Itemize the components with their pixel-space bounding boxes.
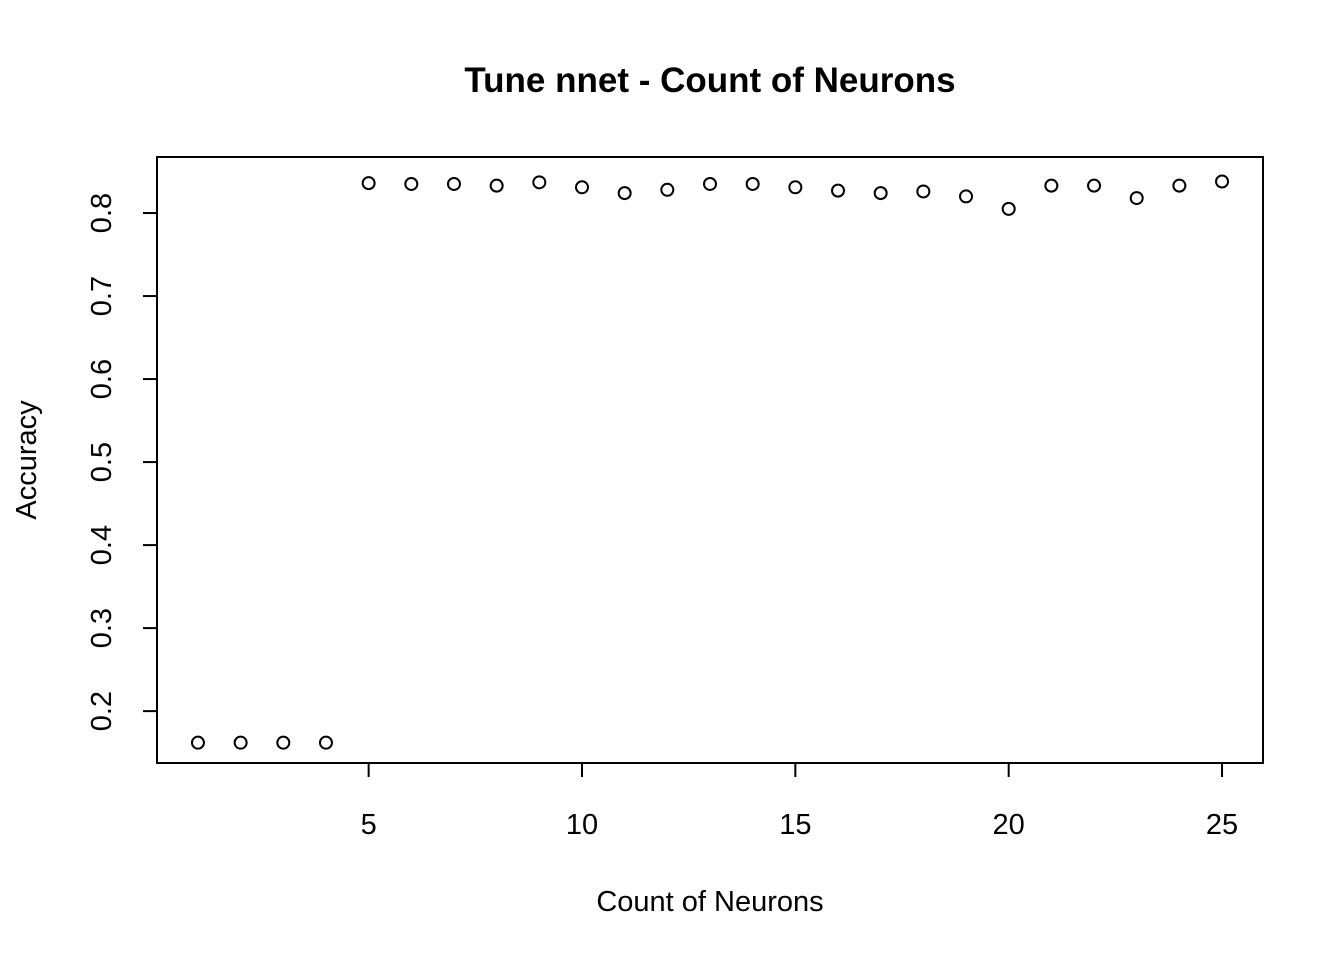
- plot-frame: [156, 156, 1264, 764]
- y-tick-label: 0.2: [86, 691, 118, 731]
- data-point: [1001, 201, 1016, 216]
- x-axis: 5 10 15 20 25: [361, 762, 1238, 841]
- y-tick-label: 0.4: [86, 525, 118, 565]
- data-point: [1215, 174, 1230, 189]
- data-point: [660, 182, 675, 197]
- x-tick-label: 5: [361, 809, 377, 841]
- data-point: [873, 186, 888, 201]
- y-tick-label: 0.7: [86, 276, 118, 316]
- data-point: [1087, 178, 1102, 193]
- data-point: [745, 176, 760, 191]
- y-tick-label: 0.3: [86, 608, 118, 648]
- data-point: [276, 735, 291, 750]
- data-point: [404, 176, 419, 191]
- x-tick-label: 15: [779, 809, 811, 841]
- x-tick-label: 10: [566, 809, 598, 841]
- y-axis-label: Accuracy: [11, 400, 43, 520]
- data-point: [446, 176, 461, 191]
- data-point: [703, 176, 717, 191]
- chart-title: Tune nnet - Count of Neurons: [464, 61, 955, 100]
- data-point: [788, 180, 803, 195]
- data-point: [574, 180, 589, 195]
- x-tick-label: 25: [1206, 809, 1238, 841]
- data-point: [489, 178, 504, 193]
- x-tick-label: 20: [993, 809, 1025, 841]
- x-axis-label: Count of Neurons: [596, 886, 823, 918]
- data-point: [916, 184, 931, 199]
- y-tick-label: 0.6: [86, 359, 118, 399]
- data-point: [831, 183, 846, 198]
- data-point: [1044, 178, 1059, 193]
- data-points: [190, 174, 1230, 750]
- data-point: [233, 735, 248, 750]
- y-tick-label: 0.5: [86, 442, 118, 482]
- y-tick-label: 0.8: [86, 193, 118, 233]
- data-point: [190, 735, 205, 750]
- data-point: [361, 176, 376, 191]
- data-point: [1172, 178, 1187, 193]
- data-point: [617, 186, 632, 201]
- data-point: [959, 189, 974, 204]
- data-point: [318, 735, 333, 750]
- y-axis: 0.2 0.3 0.4 0.5 0.6 0.7 0.8: [86, 193, 158, 731]
- data-point: [532, 175, 547, 190]
- data-point: [1129, 191, 1144, 206]
